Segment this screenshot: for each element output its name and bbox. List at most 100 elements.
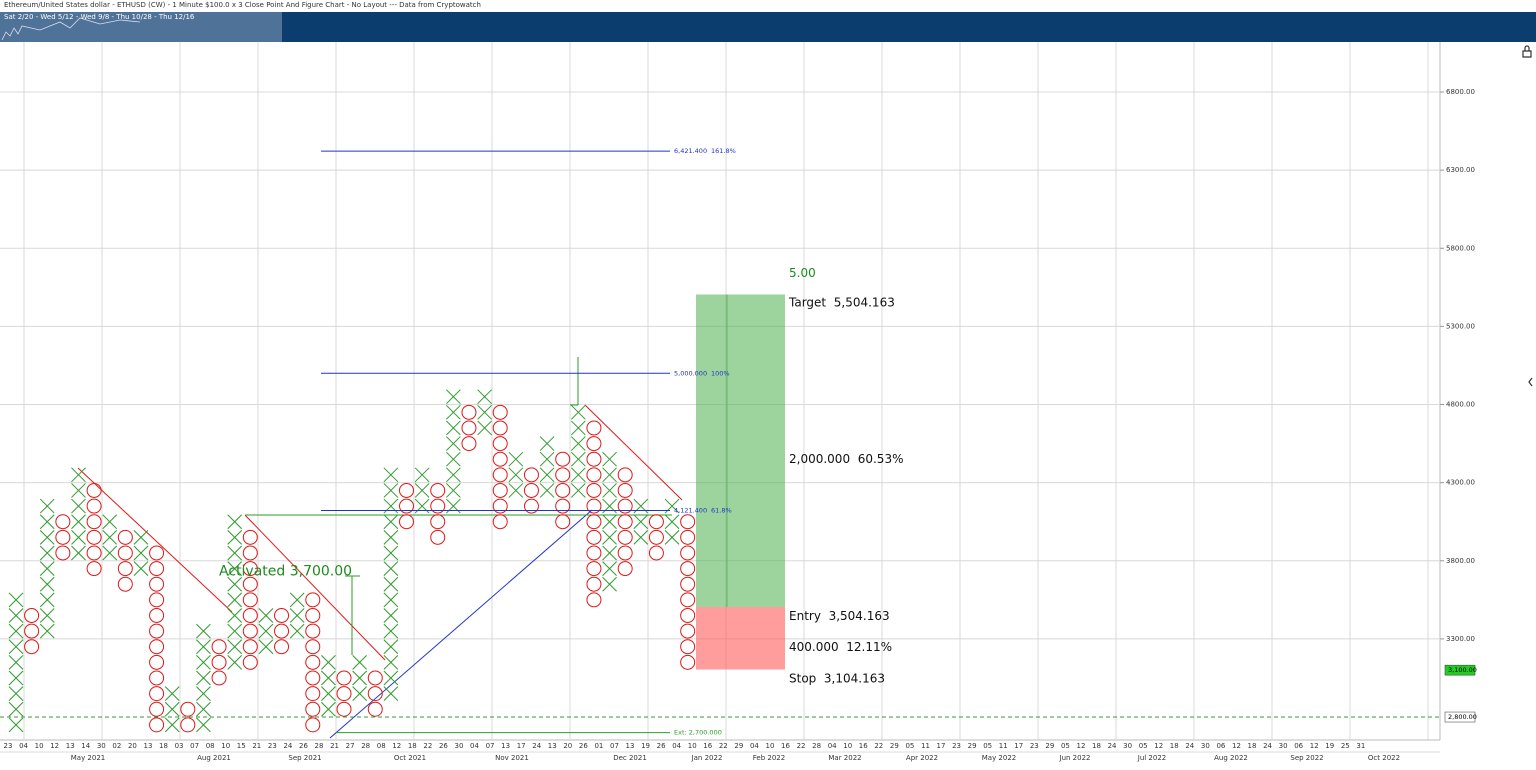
x-box [227,608,243,623]
pnf-column [446,389,461,514]
collapse-arrow[interactable] [1528,377,1533,387]
pnf-column [570,404,586,498]
x-tick-label: 16 [781,742,790,750]
x-box [633,514,649,530]
pnf-column [477,389,492,436]
o-box [492,514,508,530]
o-box [86,514,102,530]
x-box [383,483,399,498]
x-tick-label: 19 [641,742,650,750]
x-box [8,639,24,655]
x-tick-label: 02 [112,742,121,750]
reward-zone [696,294,785,607]
pnf-column [117,529,133,592]
o-box [586,529,602,545]
o-box [399,498,414,514]
o-box [117,545,133,561]
x-box [321,654,336,670]
pnf-column [680,514,696,670]
x-box [383,467,399,483]
pnf-column [227,514,243,670]
risk-label-part: 400.000 [789,640,839,654]
y-tick-label: 4800.00 [1446,401,1475,409]
o-box [305,717,321,733]
x-box [227,592,243,608]
x-box [508,451,524,467]
x-tick-label: 06 [1294,742,1303,750]
o-box [180,701,196,717]
month-label: Apr 2022 [906,754,938,762]
x-box [196,639,211,655]
o-box [617,482,633,498]
o-box [242,576,258,592]
o-box [211,654,227,670]
fib-pct-label: 100% [711,369,730,377]
o-box [242,623,258,639]
o-box [336,670,352,686]
month-label: Feb 2022 [753,754,785,762]
x-box [383,592,399,608]
y-tick-label: 3800.00 [1446,557,1475,565]
x-box [446,389,461,405]
o-box [586,576,602,592]
o-box [242,607,258,623]
o-box [586,467,602,483]
x-box [602,451,617,467]
risk-label-part: 12.11% [846,640,892,654]
x-box [446,420,461,436]
o-box [617,467,633,483]
trend-line [77,467,233,613]
o-box [555,467,571,483]
x-tick-label: 24 [1263,742,1272,750]
x-box [227,514,243,530]
month-label: Aug 2022 [1214,754,1248,762]
x-tick-label: 26 [299,742,308,750]
o-box [523,467,539,483]
x-box [227,561,243,576]
x-box [508,483,524,498]
x-box [164,717,180,733]
pnf-column [602,451,617,592]
x-box [446,404,461,420]
o-box [680,561,696,577]
x-box [39,561,55,576]
x-tick-label: 11 [999,742,1008,750]
x-tick-label: 20 [563,742,572,750]
x-box [602,576,617,592]
pnf-column [71,467,86,561]
month-label: Nov 2021 [495,754,529,762]
pnf-column [289,592,305,639]
x-tick-label: 26 [439,742,448,750]
o-box [586,514,602,530]
x-box [258,639,274,655]
x-tick-label: 18 [159,742,168,750]
o-box [555,451,571,467]
x-box [102,529,118,545]
o-box [523,482,539,498]
o-box [274,623,290,639]
o-box [648,529,664,545]
x-box [196,654,211,670]
pnf-column [539,436,555,498]
o-box [242,592,258,608]
x-box [383,514,399,530]
x-tick-label: 04 [750,742,759,750]
navigator-sparkline [1,17,141,41]
o-box [492,436,508,452]
pnf-column [8,592,24,733]
pnf-column [242,529,258,670]
o-box [180,717,196,733]
x-box [414,467,430,483]
month-label: Dec 2021 [613,754,647,762]
pnf-column [164,686,180,733]
x-box [539,436,555,451]
x-box [39,623,55,639]
pnf-column [24,607,40,655]
pnf-column [430,482,446,545]
x-box [8,670,24,686]
pnf-column [492,404,508,530]
entry-label-part: Entry [789,608,821,622]
pnf-column [86,482,102,577]
x-tick-label: 26 [657,742,666,750]
x-box [321,670,336,686]
